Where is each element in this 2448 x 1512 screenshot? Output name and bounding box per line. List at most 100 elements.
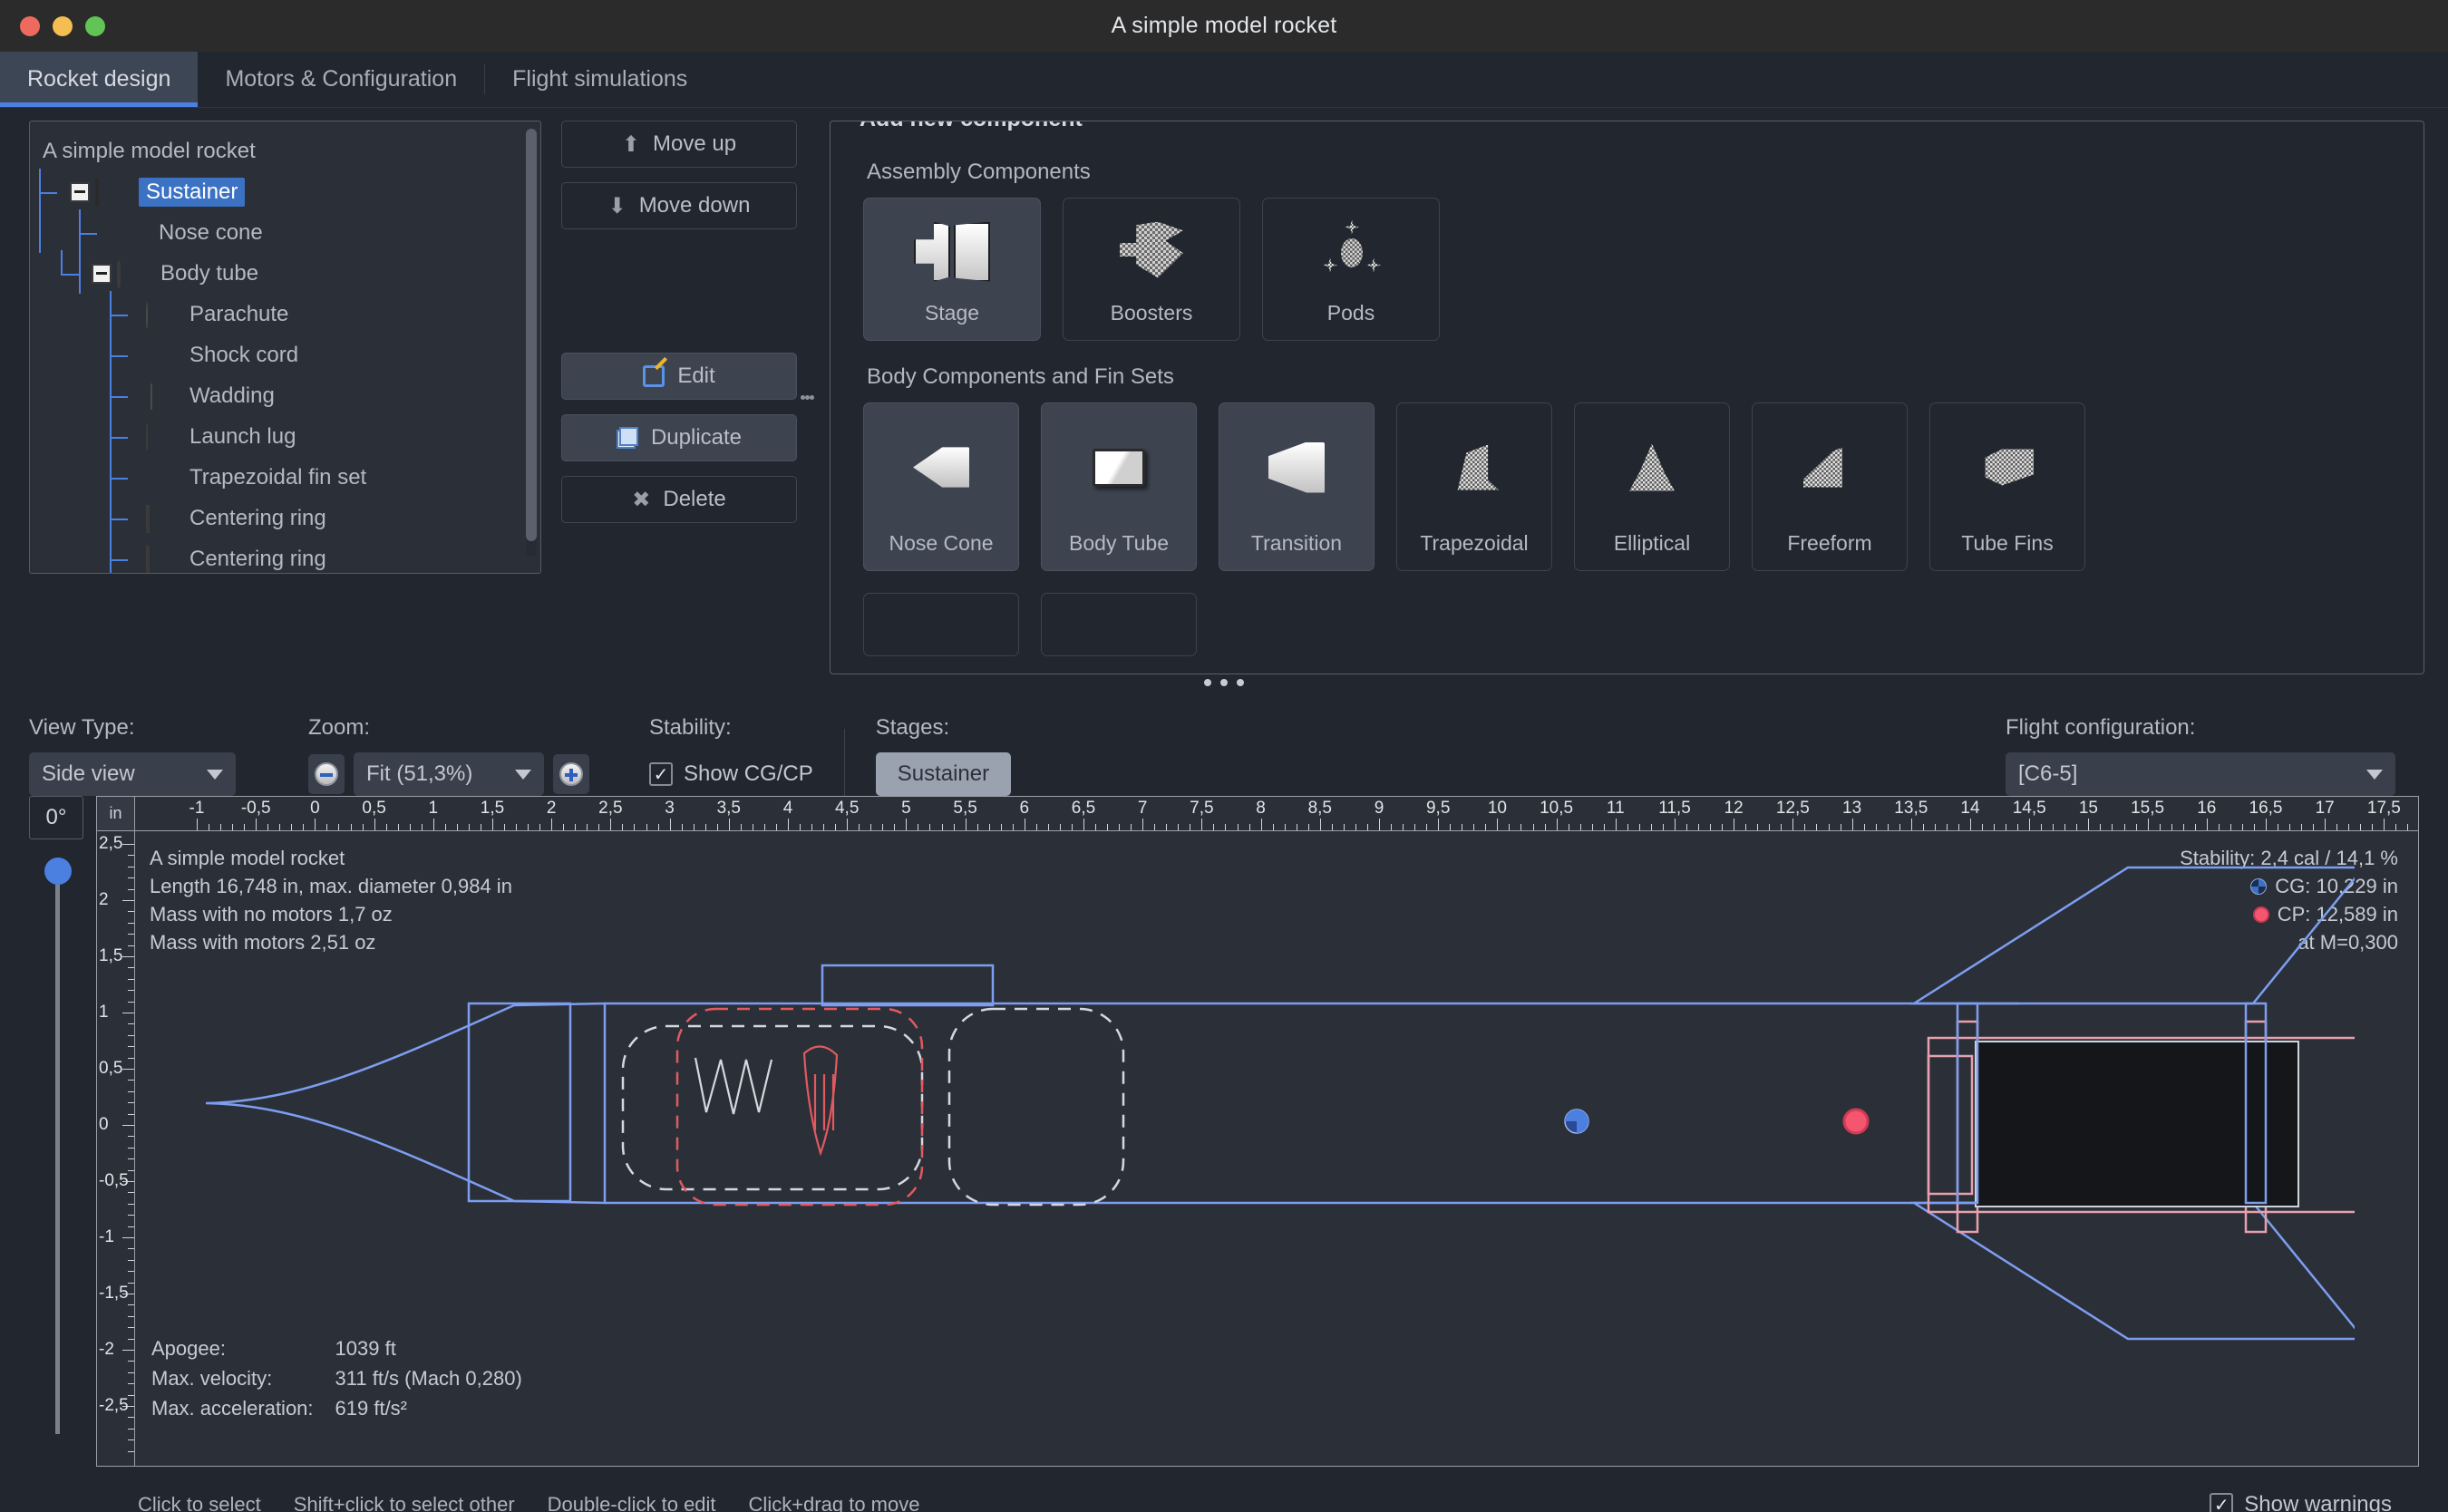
close-icon[interactable] (20, 15, 40, 36)
ruler-tick (232, 824, 234, 830)
expander-icon[interactable] (70, 181, 90, 202)
ruler-tick (2289, 824, 2291, 830)
tree-item-centering-ring-2[interactable]: Centering ring (39, 536, 540, 573)
delete-button[interactable]: ✖ Delete (561, 476, 797, 523)
tree-scrollbar-thumb[interactable] (526, 129, 537, 541)
expander-icon[interactable] (92, 263, 112, 284)
tree-item-parachute[interactable]: Parachute (39, 291, 540, 375)
ruler-tick (1131, 824, 1132, 830)
zoom-level-select[interactable]: Fit (51,3%) (354, 752, 544, 796)
launch-lug-icon (146, 423, 180, 451)
window-controls[interactable] (20, 15, 105, 36)
ruler-tick (128, 978, 134, 980)
zoom-out-button[interactable] (308, 754, 345, 794)
tab-rocket-design[interactable]: Rocket design (0, 52, 199, 107)
rotation-slider[interactable] (29, 852, 83, 1467)
rocket-side-view-drawing[interactable] (97, 831, 2355, 1466)
show-warnings-checkbox[interactable]: ✓ Show warnings (2210, 1483, 2392, 1512)
ruler-tick-label: -0,5 (240, 799, 271, 818)
move-down-button[interactable]: ⬇ Move down (561, 182, 797, 229)
vertical-splitter-handle[interactable] (797, 121, 817, 674)
ruler-tick-label: 9 (1374, 799, 1384, 818)
ruler-tick (1248, 824, 1250, 830)
tree-scrollbar[interactable] (526, 129, 537, 557)
ruler-tick (1662, 824, 1664, 830)
component-tree-wrapper: A simple model rocket Sustainer Nose con… (29, 121, 541, 674)
minimize-icon[interactable] (53, 15, 73, 36)
cg-row: CG: 10,229 in (2180, 872, 2398, 900)
body-components-cards: Nose Cone Body Tube Transition Trapezoid… (863, 402, 2400, 571)
ruler-tick (563, 824, 565, 830)
ruler-tick (1142, 819, 1144, 830)
tree-item-centering-ring-1[interactable]: Centering ring (39, 495, 540, 573)
add-inner-component-button-2[interactable] (1041, 593, 1197, 656)
ruler-tick (128, 1057, 134, 1059)
tab-motors-configuration[interactable]: Motors & Configuration (198, 52, 484, 107)
add-trapezoidal-fin-button[interactable]: Trapezoidal (1396, 402, 1552, 571)
maximize-icon[interactable] (85, 15, 105, 36)
ruler-tick (1544, 824, 1546, 830)
tree-root-label: A simple model rocket (43, 138, 256, 163)
tab-flight-simulations[interactable]: Flight simulations (485, 52, 714, 107)
view-type-select[interactable]: Side view (29, 752, 236, 796)
ruler-tick-label: -1 (99, 1227, 114, 1246)
tree-item-trapezoidal-fin-set[interactable]: Trapezoidal fin set (39, 454, 540, 538)
ruler-tick (128, 911, 134, 913)
stage-toggle-sustainer[interactable]: Sustainer (875, 752, 1012, 796)
checkbox-icon[interactable]: ✓ (649, 762, 673, 786)
add-stage-button[interactable]: Stage (863, 198, 1041, 341)
horizontal-splitter-handle[interactable] (0, 674, 2448, 694)
add-tube-fins-button[interactable]: Tube Fins (1929, 402, 2085, 571)
add-elliptical-fin-button[interactable]: Elliptical (1574, 402, 1730, 571)
tree-line (110, 291, 141, 375)
zoom-in-button[interactable] (553, 754, 589, 794)
duplicate-button[interactable]: Duplicate (561, 414, 797, 461)
ruler-tick (128, 1046, 134, 1048)
ruler-tick (1579, 824, 1581, 830)
chevron-down-icon (207, 769, 223, 780)
ruler-tick (122, 844, 134, 845)
ruler-tick (2112, 824, 2113, 830)
edit-button[interactable]: Edit (561, 353, 797, 400)
component-tree[interactable]: A simple model rocket Sustainer Nose con… (29, 121, 541, 574)
ruler-tick (1450, 824, 1452, 830)
ruler-tick (128, 1226, 134, 1227)
add-boosters-button[interactable]: Boosters (1063, 198, 1240, 341)
ruler-tick-label: -2 (99, 1340, 114, 1359)
tree-root[interactable]: A simple model rocket (39, 131, 540, 171)
add-freeform-fin-button[interactable]: Freeform (1752, 402, 1908, 571)
tree-item-wadding[interactable]: Wadding (39, 373, 540, 457)
show-cgcp-checkbox[interactable]: ✓ Show CG/CP (649, 752, 813, 796)
ruler-tick (1792, 819, 1794, 830)
ruler-tick (1532, 824, 1534, 830)
tree-item-body-tube[interactable]: Body tube (39, 250, 540, 294)
ruler-tick (1237, 824, 1239, 830)
add-body-tube-button[interactable]: Body Tube (1041, 402, 1197, 571)
rotation-slider-knob[interactable] (44, 858, 72, 885)
add-nose-cone-button[interactable]: Nose Cone (863, 402, 1019, 571)
move-up-button[interactable]: ⬆ Move up (561, 121, 797, 168)
ruler-tick (1426, 824, 1428, 830)
tree-item-nose-cone[interactable]: Nose cone (39, 209, 540, 294)
rotation-slider-track (55, 870, 60, 1434)
stages-label: Stages: (875, 715, 950, 740)
flight-configuration-select[interactable]: [C6-5] (2006, 752, 2395, 796)
ruler-tick (128, 922, 134, 924)
tree-item-shock-cord[interactable]: Shock cord (39, 332, 540, 416)
add-transition-button[interactable]: Transition (1219, 402, 1375, 571)
add-pods-button[interactable]: Pods (1262, 198, 1440, 341)
tree-item-launch-lug[interactable]: Launch lug (39, 413, 540, 498)
flight-configuration-value: [C6-5] (2018, 761, 2078, 786)
rocket-figure-canvas[interactable]: in -1 -0,5 0 0,5 1 1,5 2 2,5 3 3,5 4 4,5 5 5,5 6 6,5 7 7,… (96, 796, 2419, 1467)
ruler-tick (1379, 819, 1380, 830)
ruler-tick-label: 5 (901, 799, 911, 818)
tree-item-sustainer[interactable]: Sustainer (39, 169, 540, 253)
ruler-tick (122, 1069, 134, 1070)
ruler-tick-label: 6,5 (1071, 799, 1096, 818)
add-inner-component-button-1[interactable] (863, 593, 1019, 656)
checkbox-icon[interactable]: ✓ (2210, 1493, 2234, 1512)
ruler-tick-label: 9,5 (1425, 799, 1451, 818)
cp-marker (1842, 1108, 1870, 1135)
ruler-tick-label: 8,5 (1307, 799, 1333, 818)
ruler-tick-label: 12 (1724, 799, 1744, 818)
